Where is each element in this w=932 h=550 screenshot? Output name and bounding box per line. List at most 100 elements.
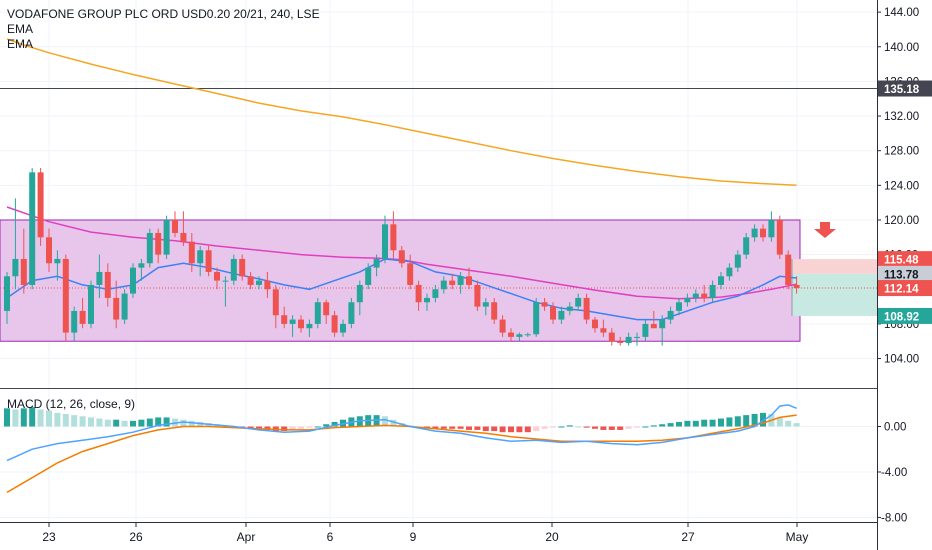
ema-long-line xyxy=(6,38,797,187)
drawing-zones xyxy=(0,88,877,342)
y-tick-label: 140.00 xyxy=(884,42,919,54)
macd-histogram-bar xyxy=(306,426,313,428)
macd-histogram-bar xyxy=(29,407,36,427)
candle-body xyxy=(785,254,792,285)
candle-body xyxy=(37,172,44,238)
macd-histogram-bar xyxy=(163,417,170,427)
macd-histogram-bar xyxy=(734,416,741,427)
macd-y-tick-label: 0.00 xyxy=(884,422,906,434)
candle-body xyxy=(331,315,338,333)
macd-histogram-bar xyxy=(37,409,44,427)
macd-histogram-bar xyxy=(281,426,288,432)
candle-body xyxy=(54,258,61,264)
candle-body xyxy=(634,336,640,338)
candle-body xyxy=(365,267,372,285)
candle-body xyxy=(676,302,682,311)
candle-body xyxy=(79,310,86,324)
candle-body xyxy=(188,241,195,264)
macd-histogram-bar xyxy=(197,421,204,427)
macd-histogram-bar xyxy=(138,419,145,427)
candle-body xyxy=(474,284,481,307)
candle-body xyxy=(457,276,464,285)
candle-body xyxy=(298,319,304,329)
x-tick-label: 20 xyxy=(545,530,559,544)
candle-body xyxy=(205,250,212,272)
candle-body xyxy=(684,297,691,303)
macd-histogram-bar xyxy=(516,426,523,433)
candle-body xyxy=(264,280,271,290)
range-rectangle xyxy=(0,219,801,342)
x-tick-label: 6 xyxy=(327,530,334,544)
candle-body xyxy=(62,258,69,333)
candle-body xyxy=(415,284,422,303)
candle-body xyxy=(256,280,262,285)
candle-body xyxy=(743,237,750,255)
candle-body xyxy=(12,258,19,277)
macd-histogram-bar xyxy=(508,426,514,433)
candle-body xyxy=(440,280,447,290)
x-tick-label: 9 xyxy=(410,530,417,544)
price-label: 115.48 xyxy=(884,255,919,267)
candle-body xyxy=(642,323,649,337)
macd-histogram-bar xyxy=(449,426,456,429)
candle-body xyxy=(541,302,548,307)
price-label-bg xyxy=(878,280,932,297)
x-tick-label: May xyxy=(786,530,809,544)
macd-histogram-bar xyxy=(20,408,27,427)
candle-body xyxy=(121,293,128,320)
candle-body xyxy=(659,319,666,329)
macd-histogram-bar xyxy=(533,426,540,432)
y-tick-label: 120.00 xyxy=(884,215,919,227)
candle-body xyxy=(113,297,120,320)
y-tick-label: 104.00 xyxy=(884,354,919,366)
candle-body xyxy=(230,258,237,281)
candle-body xyxy=(407,263,414,285)
candle-body xyxy=(566,306,573,311)
candle-body xyxy=(768,219,775,238)
macd-histogram-bar xyxy=(314,426,321,428)
macd-histogram-bar xyxy=(684,420,691,427)
sell-arrow-icon xyxy=(814,222,836,238)
macd-histogram-bar xyxy=(642,426,649,428)
macd-histogram-bar xyxy=(667,423,674,427)
macd-histogram-bar xyxy=(760,412,766,427)
macd-pane xyxy=(0,388,877,494)
macd-histogram-bar xyxy=(146,418,153,427)
price-label-bg xyxy=(878,265,932,282)
macd-histogram-bar xyxy=(130,420,136,427)
candle-body xyxy=(272,289,279,316)
candle-body xyxy=(482,302,489,307)
candle-body xyxy=(247,276,254,285)
candle-body xyxy=(88,284,94,324)
price-label-bg xyxy=(878,251,932,268)
y-tick-label: 128.00 xyxy=(884,146,919,158)
macd-histogram-bar xyxy=(491,426,498,432)
candle-body xyxy=(751,228,758,238)
macd-histogram-bar xyxy=(432,426,439,429)
candle-body xyxy=(575,297,582,307)
candle-body xyxy=(348,302,355,324)
candle-body xyxy=(96,271,103,285)
candle-body xyxy=(138,263,145,268)
x-tick-label: 26 xyxy=(129,530,143,544)
candle-body xyxy=(650,323,657,329)
macd-histogram-bar xyxy=(373,415,380,427)
price-label-bg xyxy=(878,307,932,324)
price-label: 112.14 xyxy=(884,284,919,296)
macd-histogram-bar xyxy=(264,426,271,430)
macd-histogram-bar xyxy=(474,426,481,430)
macd-histogram-bar xyxy=(541,426,548,429)
price-label: 135.18 xyxy=(884,84,920,96)
candle-body xyxy=(709,284,716,298)
candle-body xyxy=(499,319,506,333)
macd-histogram-bar xyxy=(499,426,506,433)
macd-histogram-bar xyxy=(54,412,61,427)
candle-body xyxy=(390,224,397,251)
candle-body xyxy=(239,258,246,277)
macd-histogram-bar xyxy=(331,421,338,427)
candle-body xyxy=(466,276,472,285)
macd-histogram-bar xyxy=(298,426,304,429)
candle-body xyxy=(214,271,220,281)
price-label: 113.78 xyxy=(884,269,919,281)
candle-body xyxy=(432,289,439,298)
